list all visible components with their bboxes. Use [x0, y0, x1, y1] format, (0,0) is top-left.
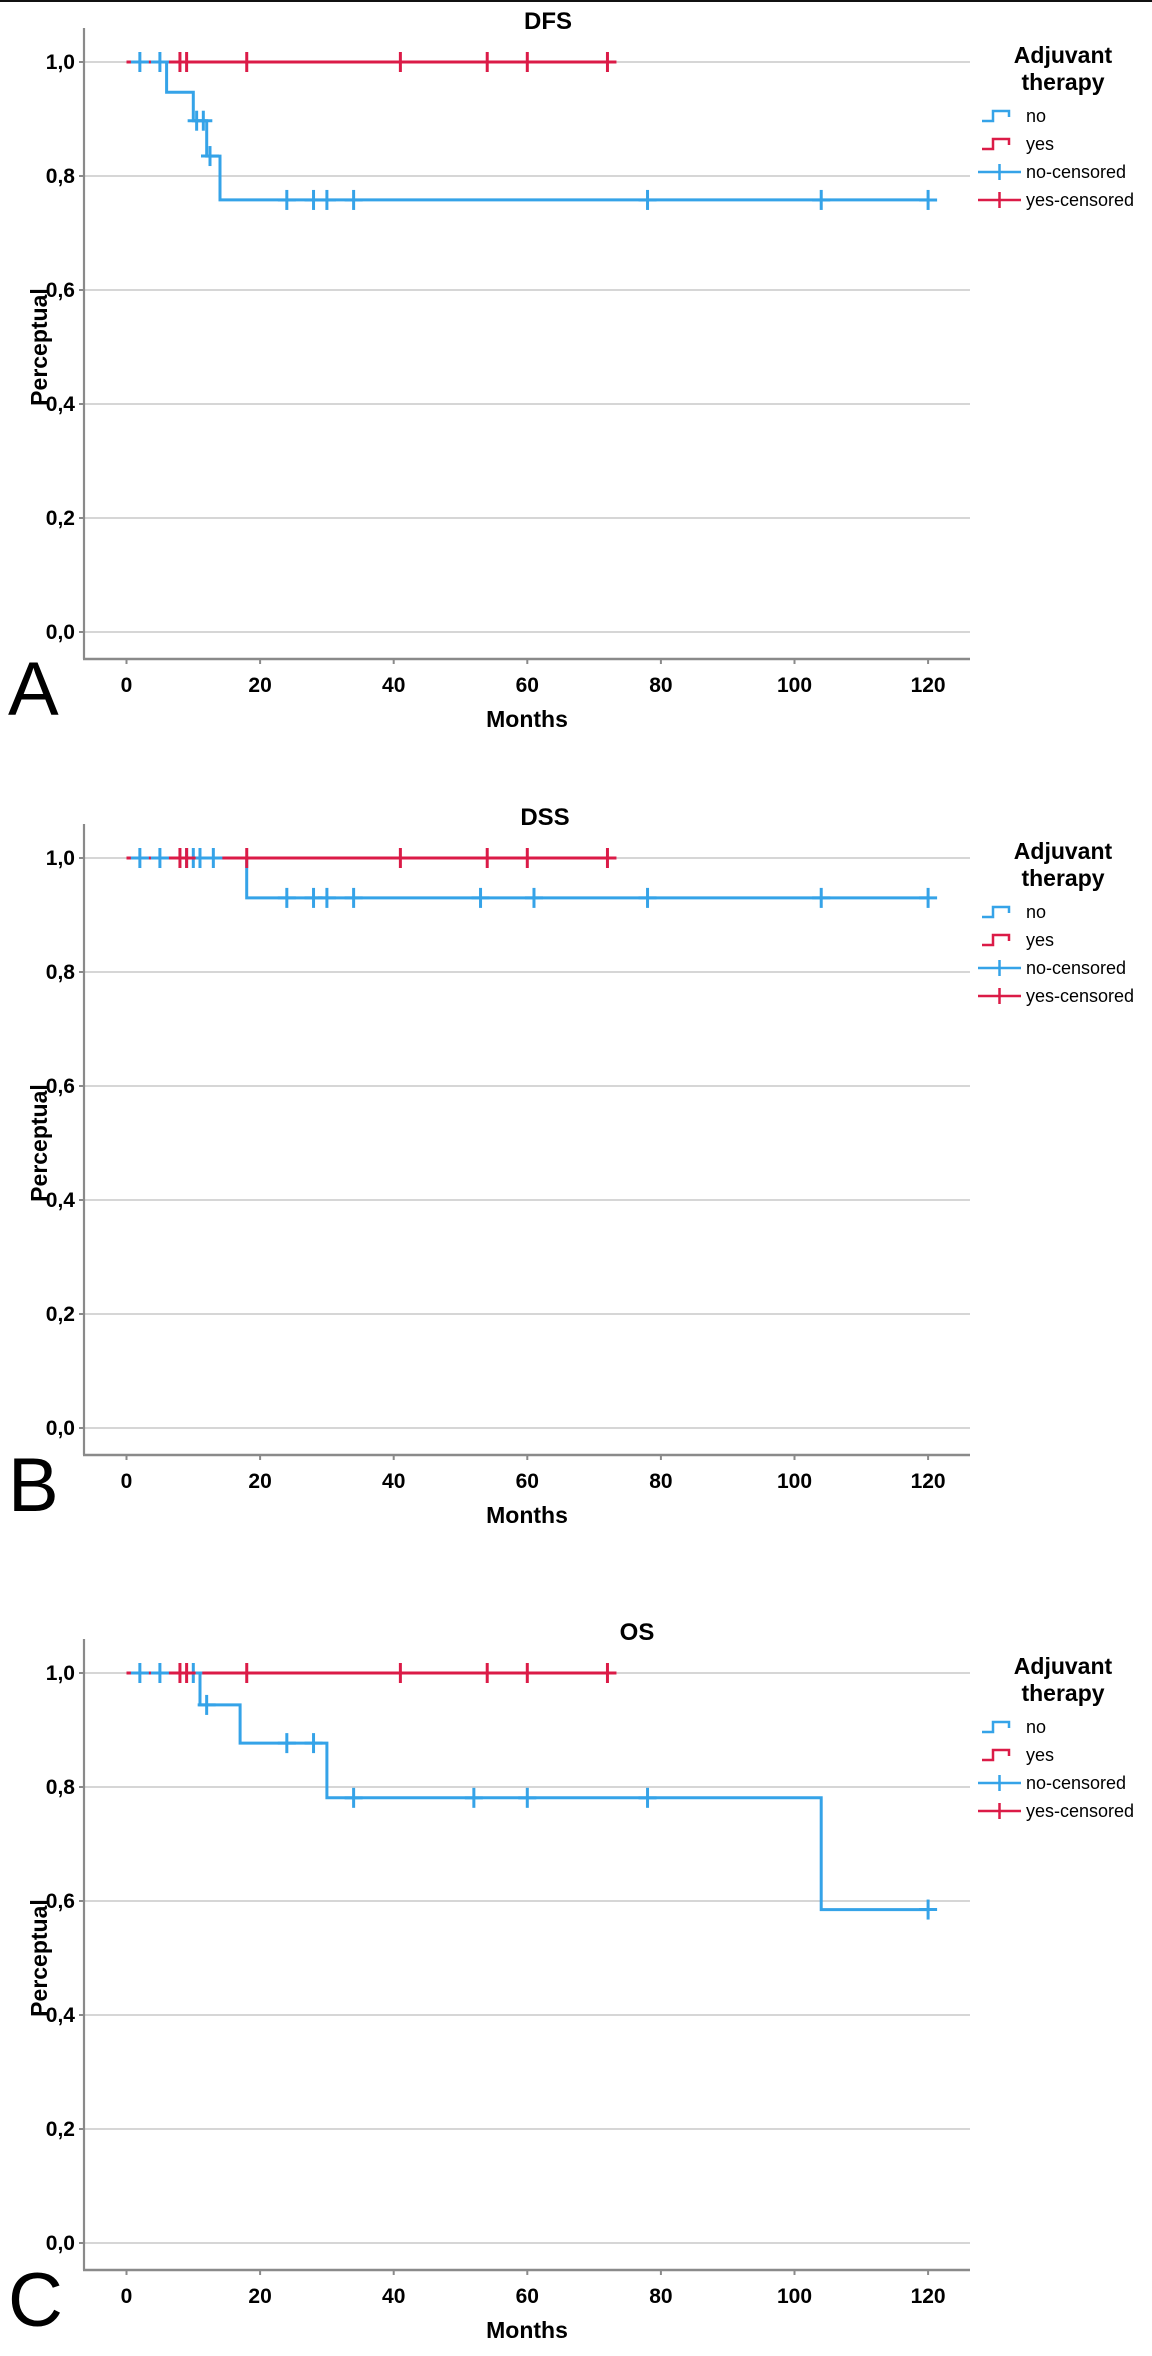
x-tick-label: 60: [516, 1470, 539, 1493]
x-tick-label: 120: [911, 1470, 946, 1493]
y-tick-label: 0,2: [46, 2118, 75, 2141]
legend-entry-no: no: [1026, 1717, 1047, 1737]
y-axis-title: Perceptual: [26, 1084, 52, 1202]
legend-entry-no-censored: no-censored: [1026, 958, 1127, 978]
x-tick-label: 80: [649, 1470, 672, 1493]
x-tick-label: 0: [121, 2285, 133, 2308]
legend-step-symbol-yes: [982, 933, 1011, 947]
legend-entry-yes-censored: yes-censored: [1026, 190, 1135, 210]
legend-step-symbol-yes: [982, 137, 1011, 151]
x-tick-label: 20: [248, 1470, 271, 1493]
legend-title: Adjuvant therapy: [988, 838, 1138, 892]
legend-entry-no: no: [1026, 902, 1047, 922]
y-tick-label: 0,2: [46, 507, 75, 530]
y-tick-label: 1,0: [46, 51, 75, 74]
km-plot-dfs: 1,00,80,60,40,20,00 20 40 60 80 100 120: [46, 28, 1021, 697]
chart-title: DFS: [524, 8, 572, 35]
x-tick-label: 0: [121, 674, 133, 697]
chart-title: OS: [619, 1619, 655, 1646]
y-tick-label: 0,0: [46, 1417, 75, 1440]
chart-title: DSS: [520, 804, 570, 831]
y-tick-label: 1,0: [46, 1662, 75, 1685]
km-panel-dss: 1,0 0,8 0,6 0,4 0,2 0,0 0 20 40 60 80 100 120 DSS Pe…: [0, 785, 1152, 1570]
x-tick-label: 100: [777, 674, 812, 697]
y-tick-label: 0,2: [46, 1303, 75, 1326]
legend-title-line2: therapy: [1021, 1680, 1105, 1706]
y-tick-label: 0,0: [46, 621, 75, 644]
x-axis-title: Months: [486, 1502, 568, 1528]
legend-entry-no-censored: no-censored: [1026, 1773, 1127, 1793]
legend-entry-no-censored: no-censored: [1026, 162, 1127, 182]
legend-title-line1: Adjuvant: [1013, 1653, 1113, 1679]
y-tick-label: 1,0: [46, 847, 75, 870]
legend-entry-no: no: [1026, 106, 1047, 126]
km-step-curve-no: [126, 856, 929, 900]
x-tick-label: 60: [516, 674, 539, 697]
legend-entry-yes: yes: [1026, 930, 1055, 950]
km-plot-dss: 1,00,80,60,40,20,00 20 40 60 80 100 120: [46, 824, 1021, 1493]
x-tick-label: 40: [382, 674, 405, 697]
km-plot-os: 1,00,80,60,40,20,00 20 40 60 80 100 120: [46, 1639, 1021, 2308]
y-tick-label: 0,0: [46, 2232, 75, 2255]
x-tick-label: 120: [911, 2285, 946, 2308]
x-tick-label: 100: [777, 1470, 812, 1493]
legend-entry-yes: yes: [1026, 134, 1055, 154]
x-tick-label: 20: [248, 674, 271, 697]
panel-letter: B: [8, 1443, 59, 1528]
x-tick-label: 80: [649, 2285, 672, 2308]
y-tick-label: 0,8: [46, 961, 76, 984]
x-tick-label: 40: [382, 2285, 405, 2308]
km-panel-dfs: 1,0 0,8 0,6 0,4 0,2 0,0 0 20 40 60 80 100 120 DFS Pe…: [0, 0, 1152, 785]
x-axis-title: Months: [486, 706, 568, 732]
km-panel-os: 1,0 0,8 0,6 0,4 0,2 0,0 0 20 40 60 80 100 120 OS Per…: [0, 1570, 1152, 2356]
legend-step-symbol-yes: [982, 1748, 1011, 1762]
legend-entry-yes: yes: [1026, 1745, 1055, 1765]
figure-top-border: [0, 0, 1152, 2]
x-tick-label: 40: [382, 1470, 405, 1493]
legend-title-line2: therapy: [1021, 865, 1105, 891]
y-axis-title: Perceptual: [26, 288, 52, 406]
x-tick-label: 0: [121, 1470, 133, 1493]
legend-step-symbol-no: [982, 905, 1011, 919]
x-tick-label: 20: [248, 2285, 271, 2308]
panel-letter: C: [8, 2258, 63, 2343]
y-tick-label: 0,8: [46, 1776, 76, 1799]
y-tick-label: 0,8: [46, 165, 76, 188]
x-tick-label: 60: [516, 2285, 539, 2308]
y-axis-title: Perceptual: [26, 1899, 52, 2017]
legend-entry-yes-censored: yes-censored: [1026, 1801, 1135, 1821]
legend-title: Adjuvant therapy: [988, 1653, 1138, 1707]
km-step-curve-no: [126, 60, 929, 202]
legend-title: Adjuvant therapy: [988, 42, 1138, 96]
legend-entry-yes-censored: yes-censored: [1026, 986, 1135, 1006]
km-step-curve-no: [126, 1671, 929, 1912]
legend-title-line2: therapy: [1021, 69, 1105, 95]
legend-step-symbol-no: [982, 1720, 1011, 1734]
x-tick-label: 120: [911, 674, 946, 697]
x-axis-title: Months: [486, 2317, 568, 2343]
legend-title-line1: Adjuvant: [1013, 838, 1113, 864]
panel-letter: A: [8, 647, 59, 732]
legend-step-symbol-no: [982, 109, 1011, 123]
x-tick-label: 100: [777, 2285, 812, 2308]
legend-title-line1: Adjuvant: [1013, 42, 1113, 68]
x-tick-label: 80: [649, 674, 672, 697]
